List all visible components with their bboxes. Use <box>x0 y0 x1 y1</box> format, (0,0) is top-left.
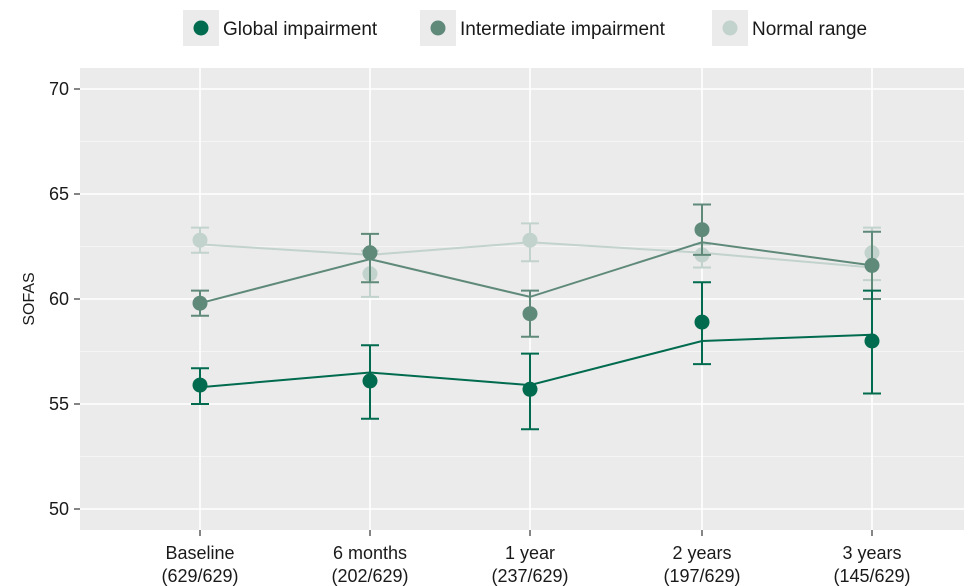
data-point <box>522 232 538 248</box>
x-tick-sublabel: (629/629) <box>161 566 238 586</box>
x-tick-label: Baseline <box>165 543 234 563</box>
x-tick-sublabel: (197/629) <box>663 566 740 586</box>
legend-item: Intermediate impairment <box>420 10 666 46</box>
data-point <box>522 306 538 322</box>
x-tick-sublabel: (237/629) <box>491 566 568 586</box>
series-layer <box>191 203 881 431</box>
x-tick-label: 2 years <box>672 543 731 563</box>
legend-label: Normal range <box>752 19 867 40</box>
data-point <box>864 333 880 349</box>
y-axis-title: SOFAS <box>21 272 38 325</box>
legend-marker <box>193 20 209 36</box>
series-intermediate-impairment <box>191 203 881 338</box>
legend: Global impairment Intermediate impairment… <box>183 10 867 46</box>
series-global-impairment <box>191 281 881 431</box>
data-point <box>522 381 538 397</box>
y-tick-label: 50 <box>49 499 69 519</box>
data-point <box>192 377 208 393</box>
y-tick-label: 70 <box>49 79 69 99</box>
legend-item: Global impairment <box>183 10 378 46</box>
legend-label: Global impairment <box>223 19 378 40</box>
data-point <box>192 295 208 311</box>
data-point <box>192 232 208 248</box>
x-tick-sublabel: (202/629) <box>331 566 408 586</box>
x-tick-label: 6 months <box>333 543 407 563</box>
x-tick-label: 3 years <box>842 543 901 563</box>
data-point <box>362 245 378 261</box>
legend-item: Normal range <box>712 10 867 46</box>
axes: 50 55 60 65 70 Baseline (629/629) 6 months (202/… <box>49 79 911 586</box>
legend-label: Intermediate impairment <box>460 19 666 40</box>
y-tick-label: 60 <box>49 289 69 309</box>
data-point <box>694 314 710 330</box>
x-tick-sublabel: (145/629) <box>833 566 910 586</box>
legend-marker <box>430 20 446 36</box>
data-point <box>864 257 880 273</box>
data-point <box>694 222 710 238</box>
x-tick-label: 1 year <box>505 543 555 563</box>
legend-marker <box>722 20 738 36</box>
data-point <box>362 373 378 389</box>
y-tick-label: 65 <box>49 184 69 204</box>
y-tick-label: 55 <box>49 394 69 414</box>
